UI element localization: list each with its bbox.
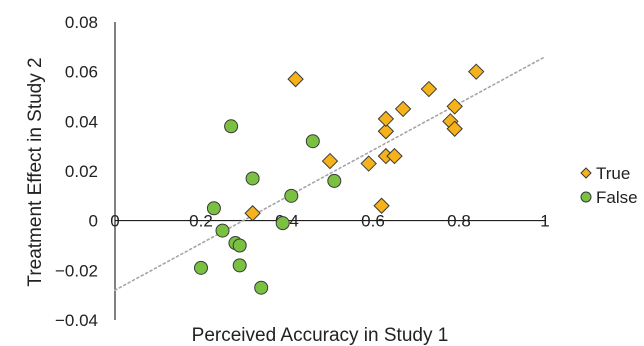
data-point-true bbox=[446, 120, 463, 137]
data-point-true bbox=[373, 197, 390, 214]
y-tick-label: −0.04 bbox=[55, 311, 98, 330]
data-point-true bbox=[446, 98, 463, 115]
data-point-true bbox=[386, 147, 403, 165]
y-tick-label: 0.04 bbox=[65, 112, 98, 131]
data-point-false bbox=[232, 258, 247, 273]
y-tick-label: 0 bbox=[89, 212, 98, 231]
data-point-true bbox=[377, 123, 395, 140]
x-tick-label: 0.2 bbox=[189, 212, 213, 231]
data-point-true bbox=[377, 110, 395, 128]
data-point-false bbox=[327, 173, 342, 188]
x-axis-title: Perceived Accuracy in Study 1 bbox=[192, 325, 449, 346]
data-point-true bbox=[287, 70, 304, 88]
data-point-false bbox=[232, 238, 247, 253]
data-point-false bbox=[275, 216, 290, 231]
data-point-false bbox=[305, 134, 320, 149]
data-point-true bbox=[360, 155, 377, 172]
x-tick-label: 0.8 bbox=[447, 212, 471, 231]
data-points bbox=[194, 63, 485, 295]
x-tick-label: 0.6 bbox=[361, 212, 385, 231]
data-point-false bbox=[245, 171, 260, 186]
legend-marker-true bbox=[580, 167, 592, 179]
trendline bbox=[114, 55, 546, 292]
data-point-false bbox=[206, 201, 221, 216]
trendline-layer bbox=[114, 55, 546, 292]
y-tick-label: 0.02 bbox=[65, 162, 98, 181]
data-point-false bbox=[215, 223, 230, 238]
data-point-false bbox=[224, 119, 239, 134]
y-tick-label: 0.06 bbox=[65, 63, 98, 82]
data-point-true bbox=[321, 152, 339, 170]
data-point-true bbox=[244, 205, 261, 222]
x-tick-label: 0 bbox=[110, 212, 119, 231]
data-point-true bbox=[420, 80, 438, 98]
data-point-false bbox=[284, 188, 299, 203]
plot-area: 0.080.060.040.020−0.02−0.0400.20.40.60.8… bbox=[55, 13, 550, 330]
data-point-true bbox=[394, 100, 412, 118]
data-point-false bbox=[254, 280, 269, 295]
legend-label: True bbox=[596, 164, 630, 183]
legend-marker-false bbox=[580, 191, 592, 203]
y-tick-label: 0.08 bbox=[65, 13, 98, 32]
data-point-true bbox=[467, 63, 485, 80]
legend-label: False bbox=[596, 188, 638, 207]
y-tick-label: −0.02 bbox=[55, 261, 98, 280]
data-point-false bbox=[194, 260, 208, 275]
legend: True False bbox=[580, 164, 638, 207]
x-tick-label: 1 bbox=[540, 212, 549, 231]
y-axis-title: Treatment Effect in Study 2 bbox=[25, 57, 46, 286]
